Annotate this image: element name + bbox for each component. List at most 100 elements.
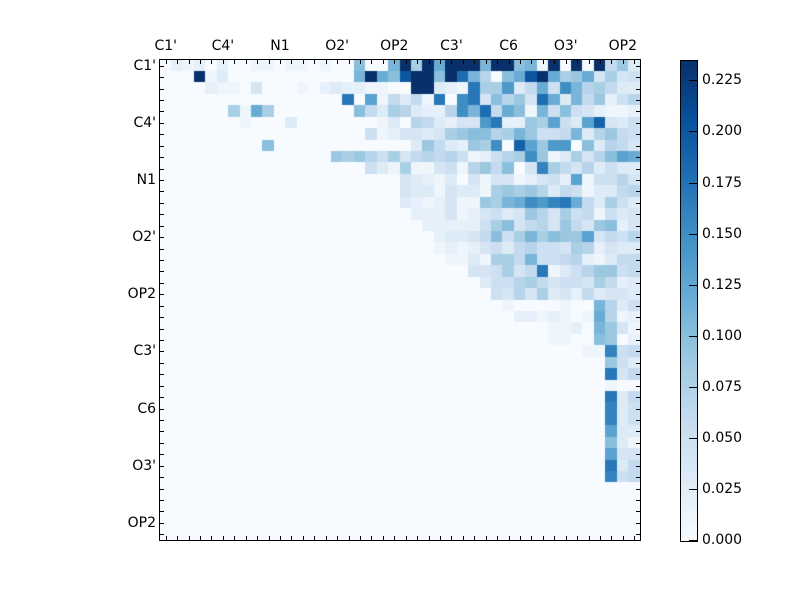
y-tick-label: C3': [133, 343, 156, 360]
x-tick-mark: [291, 60, 292, 64]
y-tick-mark: [636, 134, 640, 135]
y-tick-mark: [160, 100, 164, 101]
y-tick-label: OP2: [127, 286, 156, 303]
x-tick-mark: [223, 60, 224, 64]
x-tick-label: N1: [270, 38, 290, 54]
y-tick-mark: [636, 489, 640, 490]
y-tick-mark: [636, 237, 640, 238]
x-tick-mark: [371, 60, 372, 64]
x-tick-mark: [520, 536, 521, 540]
x-tick-mark: [257, 536, 258, 540]
y-tick-mark: [160, 271, 164, 272]
x-tick-mark: [486, 60, 487, 64]
x-tick-mark: [166, 536, 167, 540]
y-tick-mark: [636, 397, 640, 398]
y-tick-mark: [636, 374, 640, 375]
x-tick-mark: [451, 60, 452, 64]
x-tick-mark: [623, 60, 624, 64]
x-tick-mark: [360, 60, 361, 64]
y-tick-mark: [160, 226, 164, 227]
y-tick-mark: [160, 146, 164, 147]
x-tick-mark: [314, 536, 315, 540]
y-tick-mark: [160, 169, 164, 170]
y-tick-mark: [160, 511, 164, 512]
y-tick-mark: [636, 77, 640, 78]
x-tick-mark: [497, 536, 498, 540]
y-tick-mark: [636, 477, 640, 478]
y-tick-mark: [160, 500, 164, 501]
y-tick-mark: [636, 363, 640, 364]
y-tick-mark: [160, 294, 164, 295]
y-tick-mark: [636, 123, 640, 124]
y-tick-mark: [160, 306, 164, 307]
x-tick-mark: [623, 536, 624, 540]
x-tick-mark: [531, 536, 532, 540]
colorbar-tick-label: 0.100: [702, 328, 743, 344]
y-tick-mark: [160, 123, 164, 124]
y-tick-mark: [160, 249, 164, 250]
x-tick-mark: [211, 60, 212, 64]
y-tick-mark: [160, 454, 164, 455]
y-tick-mark: [636, 454, 640, 455]
x-tick-mark: [554, 60, 555, 64]
x-tick-mark: [611, 536, 612, 540]
y-tick-mark: [160, 214, 164, 215]
x-tick-label: OP2: [608, 38, 638, 54]
y-tick-mark: [160, 466, 164, 467]
colorbar-tick: [689, 540, 697, 541]
y-tick-label: C6: [137, 400, 156, 417]
x-tick-mark: [474, 60, 475, 64]
y-tick-mark: [636, 191, 640, 192]
y-tick-mark: [160, 77, 164, 78]
y-tick-label: C4': [133, 114, 156, 131]
x-tick-mark: [314, 60, 315, 64]
y-tick-mark: [636, 500, 640, 501]
x-tick-mark: [497, 60, 498, 64]
colorbar-tick: [689, 80, 697, 81]
y-tick-mark: [636, 329, 640, 330]
y-tick-label: O3': [132, 457, 156, 474]
y-tick-mark: [636, 523, 640, 524]
x-tick-mark: [440, 536, 441, 540]
x-tick-mark: [326, 60, 327, 64]
colorbar-tick-label: 0.000: [702, 532, 743, 548]
y-tick-mark: [636, 351, 640, 352]
x-tick-mark: [246, 60, 247, 64]
y-tick-mark: [160, 477, 164, 478]
x-tick-mark: [337, 536, 338, 540]
y-tick-mark: [636, 409, 640, 410]
colorbar-tick: [689, 336, 697, 337]
y-tick-label: OP2: [127, 514, 156, 531]
y-tick-mark: [160, 89, 164, 90]
x-tick-mark: [577, 536, 578, 540]
colorbar-tick-label: 0.175: [702, 175, 743, 191]
y-tick-mark: [160, 534, 164, 535]
y-tick-mark: [160, 329, 164, 330]
y-tick-mark: [636, 511, 640, 512]
x-tick-mark: [600, 536, 601, 540]
x-tick-mark: [234, 60, 235, 64]
y-tick-label: C1': [133, 57, 156, 74]
x-tick-mark: [611, 60, 612, 64]
y-tick-mark: [636, 317, 640, 318]
x-tick-mark: [200, 536, 201, 540]
x-tick-label: C6: [499, 38, 518, 54]
y-tick-mark: [636, 157, 640, 158]
x-tick-mark: [543, 60, 544, 64]
y-tick-mark: [160, 431, 164, 432]
y-tick-mark: [636, 66, 640, 67]
y-tick-mark: [636, 260, 640, 261]
y-tick-mark: [160, 237, 164, 238]
y-tick-mark: [636, 249, 640, 250]
y-tick-mark: [160, 340, 164, 341]
x-tick-mark: [509, 60, 510, 64]
x-tick-mark: [451, 536, 452, 540]
heatmap-plot-area: [160, 60, 640, 540]
x-tick-mark: [177, 60, 178, 64]
x-tick-mark: [269, 60, 270, 64]
y-tick-mark: [636, 443, 640, 444]
y-tick-mark: [160, 283, 164, 284]
y-tick-mark: [636, 283, 640, 284]
x-tick-mark: [440, 60, 441, 64]
x-tick-mark: [566, 60, 567, 64]
